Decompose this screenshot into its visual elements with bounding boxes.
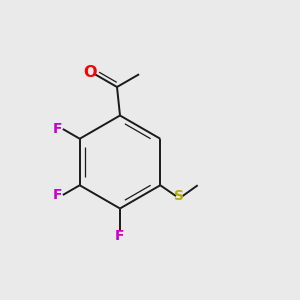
Text: F: F: [115, 229, 125, 242]
Text: S: S: [174, 189, 184, 203]
Text: F: F: [53, 188, 62, 202]
Text: O: O: [83, 65, 96, 80]
Text: F: F: [53, 122, 62, 136]
